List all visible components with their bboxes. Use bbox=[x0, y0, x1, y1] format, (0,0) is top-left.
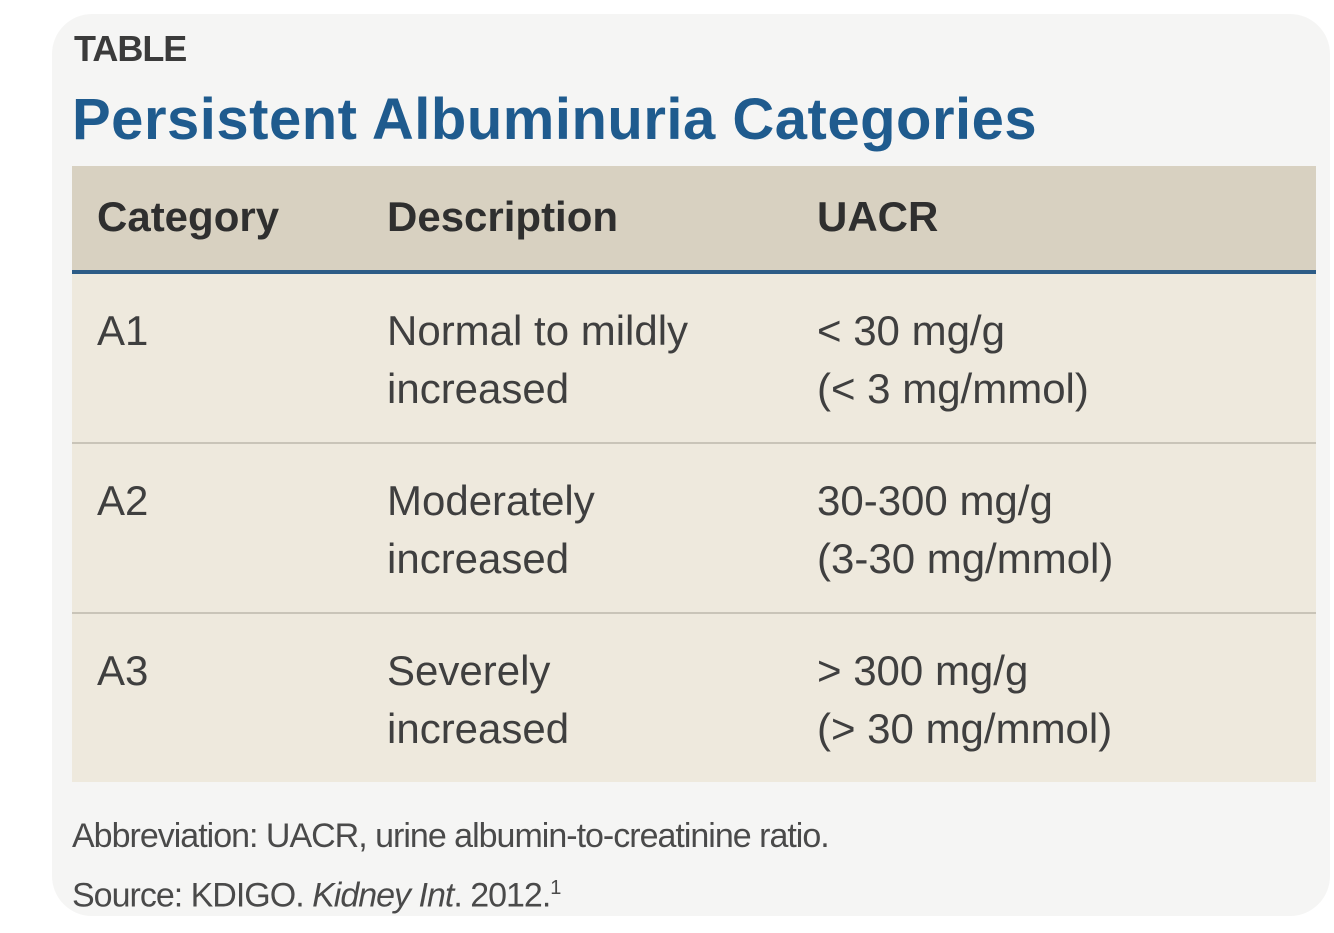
table-row: A1 Normal to mildly increased < 30 mg/g (< 3… bbox=[72, 274, 1316, 444]
table-cell: Moderately increased bbox=[387, 472, 595, 588]
table-row: A2 Moderately increased 30-300 mg/g (3-30 mg… bbox=[72, 444, 1316, 614]
cell-line: increased bbox=[387, 365, 570, 412]
reference: 1 bbox=[550, 877, 561, 899]
journal: Kidney Int bbox=[312, 876, 454, 915]
source-prefix: Source: KDIGO. bbox=[72, 876, 313, 915]
column-header: Description bbox=[387, 193, 619, 240]
source: Source: KDIGO. Kidney Int. 2012.1 bbox=[72, 862, 829, 921]
table-cell: Normal to mildly increased bbox=[387, 302, 688, 418]
table-cell: A2 bbox=[97, 472, 148, 530]
table-cell: < 30 mg/g (< 3 mg/mmol) bbox=[817, 302, 1089, 418]
table-cell: 30-300 mg/g (3-30 mg/mmol) bbox=[817, 472, 1113, 588]
cell-line: < 30 mg/g bbox=[817, 307, 1005, 354]
cell-line: Moderately bbox=[387, 477, 595, 524]
cell-line: increased bbox=[387, 705, 570, 752]
cell-line: > 300 mg/g bbox=[817, 647, 1029, 694]
column-header: Category bbox=[97, 193, 280, 240]
cell-line: Normal to mildly bbox=[387, 307, 689, 354]
table-cell: A3 bbox=[97, 642, 148, 700]
cell-line: A3 bbox=[97, 647, 149, 694]
table-cell: A1 bbox=[97, 302, 148, 360]
table-card: TABLE Persistent Albuminuria Categories … bbox=[52, 14, 1330, 916]
table-cell: > 300 mg/g (> 30 mg/mmol) bbox=[817, 642, 1112, 758]
cell-line: A1 bbox=[97, 307, 149, 354]
cell-line: 30-300 mg/g bbox=[817, 477, 1053, 524]
table-cell: Severely increased bbox=[387, 642, 569, 758]
table-label: TABLE bbox=[74, 28, 187, 69]
cell-line: increased bbox=[387, 535, 570, 582]
table-title: Persistent Albuminuria Categories bbox=[72, 87, 1038, 152]
cell-line: (< 3 mg/mmol) bbox=[817, 365, 1089, 412]
cell-line: (3-30 mg/mmol) bbox=[817, 535, 1114, 582]
source-suffix: . 2012. bbox=[453, 876, 551, 915]
footnote: Abbreviation: UACR, urine albumin-to-cre… bbox=[72, 810, 830, 921]
cell-line: Severely bbox=[387, 647, 551, 694]
table-row: A3 Severely increased > 300 mg/g (> 30 mg/mm… bbox=[72, 614, 1316, 782]
cell-line: A2 bbox=[97, 477, 149, 524]
table: Category Description UACR A1 Normal to mildl… bbox=[72, 166, 1316, 782]
abbreviation: Abbreviation: UACR, urine albumin-to-cre… bbox=[72, 817, 830, 855]
header-row: Category Description UACR bbox=[72, 166, 1316, 274]
column-header: UACR bbox=[817, 193, 939, 240]
cell-line: (> 30 mg/mmol) bbox=[817, 705, 1113, 752]
